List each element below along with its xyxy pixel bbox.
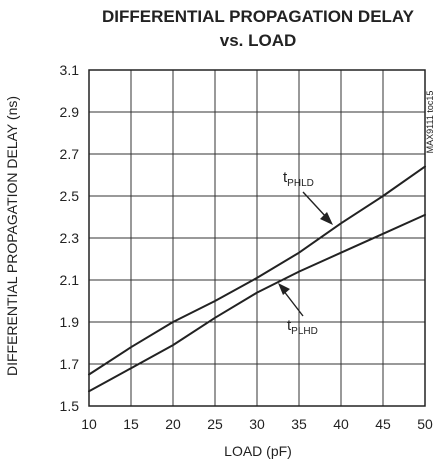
y-tick-label: 2.7	[60, 146, 80, 162]
y-axis-ticks: 1.5 1.7 1.9 2.1 2.3 2.5 2.7 2.9 3.1	[60, 62, 80, 414]
annotation-tphld-arrowhead	[320, 212, 333, 225]
annotation-tplhd-label: tPLHD	[287, 317, 318, 337]
y-tick-label: 2.9	[60, 104, 80, 120]
x-tick-label: 35	[291, 416, 307, 432]
annotation-tphld-label: tPHLD	[283, 169, 314, 189]
figure-code: MAX9111 toc15	[425, 91, 435, 154]
x-tick-label: 40	[333, 416, 349, 432]
y-tick-label: 3.1	[60, 62, 80, 78]
x-axis-ticks: 10 15 20 25 30 35 40 45 50	[81, 416, 433, 432]
annotation-tplhd-sub: PLHD	[291, 326, 318, 337]
chart-title-line-1: DIFFERENTIAL PROPAGATION DELAY	[102, 7, 415, 26]
y-tick-label: 1.7	[60, 356, 80, 372]
annotation-tplhd-leader	[283, 290, 303, 316]
y-tick-label: 2.1	[60, 272, 80, 288]
annotation-tphld: tPHLD	[283, 169, 333, 225]
y-tick-label: 1.9	[60, 314, 80, 330]
x-tick-label: 45	[375, 416, 391, 432]
chart-title-line-2: vs. LOAD	[220, 31, 297, 50]
y-axis-label: DIFFERENTIAL PROPAGATION DELAY (ns)	[4, 96, 20, 376]
x-tick-label: 20	[165, 416, 181, 432]
y-tick-label: 1.5	[60, 398, 80, 414]
x-tick-label: 25	[207, 416, 223, 432]
x-tick-label: 30	[249, 416, 265, 432]
y-tick-label: 2.5	[60, 188, 80, 204]
y-tick-label: 2.3	[60, 230, 80, 246]
annotation-tplhd: tPLHD	[278, 283, 318, 337]
annotation-tphld-sub: PHLD	[287, 178, 314, 189]
x-tick-label: 15	[123, 416, 139, 432]
x-tick-label: 50	[417, 416, 433, 432]
x-axis-label: LOAD (pF)	[224, 443, 292, 459]
x-tick-label: 10	[81, 416, 97, 432]
annotation-tplhd-arrowhead	[278, 283, 290, 295]
